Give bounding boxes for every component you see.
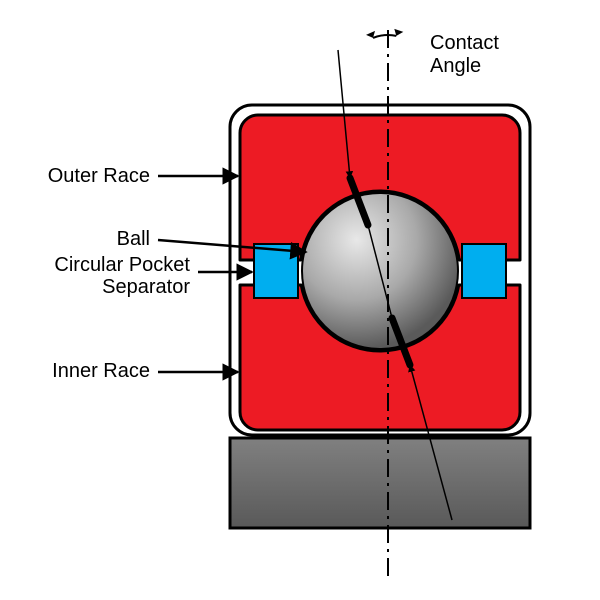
ball-text: Ball bbox=[117, 228, 150, 250]
separator-right bbox=[462, 244, 506, 298]
shaft bbox=[230, 438, 530, 528]
separator-text: Circular PocketSeparator bbox=[54, 254, 190, 298]
ball-label: Ball bbox=[96, 228, 150, 251]
separator-left bbox=[254, 244, 298, 298]
outer-race-text: Outer Race bbox=[48, 165, 150, 187]
contact-angle-text: ContactAngle bbox=[430, 32, 499, 77]
angle-arc bbox=[373, 35, 396, 38]
inner-race-label: Inner Race bbox=[28, 360, 150, 383]
outer-race-label: Outer Race bbox=[20, 165, 150, 188]
contact-angle-label: ContactAngle bbox=[430, 32, 499, 78]
separator-label: Circular PocketSeparator bbox=[0, 254, 190, 298]
inner-race-text: Inner Race bbox=[52, 360, 150, 382]
